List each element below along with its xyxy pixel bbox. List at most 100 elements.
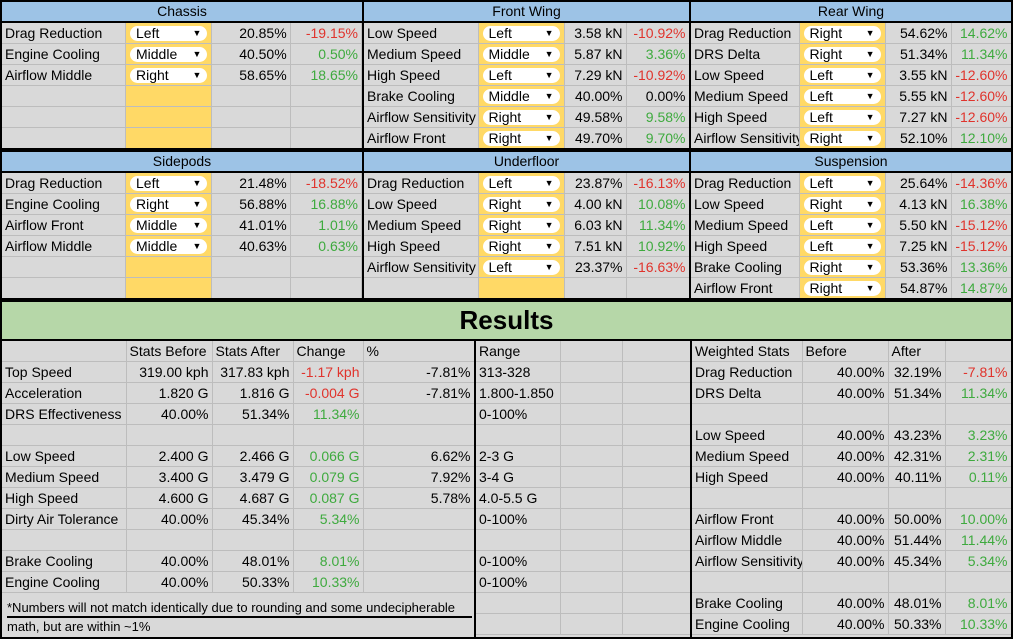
option-select[interactable]: Right ▼ <box>130 67 208 83</box>
result-pct <box>363 508 474 530</box>
option-select[interactable]: Left ▼ <box>482 175 560 191</box>
option-select[interactable]: Left ▼ <box>803 87 881 104</box>
option-select[interactable]: Right ▼ <box>803 46 881 62</box>
option-select[interactable]: Left ▼ <box>482 25 560 41</box>
weighted-after: 50.33% <box>888 613 946 635</box>
option-dropdown[interactable]: Middle ▼ <box>478 85 565 107</box>
option-select[interactable]: Left ▼ <box>803 238 881 254</box>
option-select[interactable]: Right ▼ <box>803 259 881 275</box>
option-select[interactable]: Middle ▼ <box>130 238 208 254</box>
range-spacer <box>622 382 690 404</box>
result-pct: -7.81% <box>363 382 474 404</box>
option-value: Left <box>488 66 512 83</box>
option-dropdown[interactable]: Right ▼ <box>799 43 886 65</box>
option-dropdown[interactable]: Middle ▼ <box>125 214 213 236</box>
option-select[interactable]: Middle ▼ <box>130 217 208 233</box>
option-select[interactable]: Left ▼ <box>130 25 208 41</box>
stat-change: -19.15% <box>290 23 362 44</box>
option-select[interactable]: Left ▼ <box>803 217 881 233</box>
option-dropdown[interactable]: Left ▼ <box>125 23 213 44</box>
weighted-row: Drag Reduction 40.00% 32.19% -7.81% <box>692 361 1011 383</box>
option-dropdown[interactable]: Left ▼ <box>799 106 886 128</box>
option-dropdown[interactable]: Right ▼ <box>799 193 886 215</box>
stat-change <box>290 256 362 278</box>
option-dropdown[interactable]: Right ▼ <box>125 64 213 86</box>
option-dropdown[interactable]: Right ▼ <box>125 193 213 215</box>
result-pct: 7.92% <box>363 466 474 488</box>
option-select[interactable]: Right ▼ <box>130 196 208 212</box>
stat-change: 14.62% <box>951 23 1011 44</box>
range-header: Range <box>476 341 561 362</box>
option-dropdown[interactable]: Left ▼ <box>125 173 213 194</box>
option-dropdown[interactable] <box>125 277 213 298</box>
option-dropdown[interactable]: Left ▼ <box>478 256 565 278</box>
option-dropdown[interactable] <box>478 277 565 298</box>
option-dropdown[interactable] <box>125 106 213 128</box>
option-dropdown[interactable]: Right ▼ <box>799 277 886 298</box>
stat-value: 54.87% <box>885 277 952 298</box>
option-select[interactable]: Middle ▼ <box>482 46 560 62</box>
part-row: Low Speed Right ▼ 4.13 kN 16.38% <box>691 193 1011 215</box>
option-value: Left <box>809 174 833 191</box>
option-dropdown[interactable]: Left ▼ <box>799 235 886 257</box>
stat-name: Drag Reduction <box>2 23 126 44</box>
option-dropdown[interactable]: Left ▼ <box>799 173 886 194</box>
option-dropdown[interactable]: Right ▼ <box>799 127 886 148</box>
option-dropdown[interactable]: Middle ▼ <box>478 43 565 65</box>
option-dropdown[interactable]: Right ▼ <box>799 256 886 278</box>
option-dropdown[interactable] <box>125 85 213 107</box>
option-select[interactable]: Left ▼ <box>482 259 560 275</box>
weighted-before: 40.00% <box>802 445 889 467</box>
option-select[interactable]: Right ▼ <box>482 217 560 233</box>
option-dropdown[interactable]: Right ▼ <box>478 106 565 128</box>
option-select[interactable]: Middle ▼ <box>130 46 208 62</box>
option-select[interactable]: Right ▼ <box>803 196 881 212</box>
stat-value: 6.03 kN <box>564 214 627 236</box>
option-value: Left <box>809 87 833 104</box>
option-dropdown[interactable] <box>125 127 213 148</box>
option-dropdown[interactable]: Left ▼ <box>799 64 886 86</box>
option-select[interactable]: Right ▼ <box>803 130 881 146</box>
option-dropdown[interactable]: Left ▼ <box>478 23 565 44</box>
option-select[interactable]: Left ▼ <box>482 66 560 83</box>
option-dropdown[interactable]: Right ▼ <box>799 23 886 44</box>
range-spacer <box>560 466 623 488</box>
stat-change: -16.13% <box>626 173 689 194</box>
result-change: 0.087 G <box>293 487 364 509</box>
option-dropdown[interactable]: Middle ▼ <box>125 235 213 257</box>
option-select[interactable]: Right ▼ <box>482 238 560 254</box>
option-select[interactable]: Right ▼ <box>482 109 560 125</box>
option-select[interactable]: Right ▼ <box>803 24 881 41</box>
option-select[interactable]: Left ▼ <box>803 67 881 83</box>
option-select[interactable]: Right ▼ <box>803 279 881 296</box>
option-dropdown[interactable] <box>125 256 213 278</box>
option-select[interactable]: Right ▼ <box>482 130 560 146</box>
result-after: 51.34% <box>212 403 294 425</box>
option-dropdown[interactable]: Right ▼ <box>478 214 565 236</box>
option-dropdown[interactable]: Left ▼ <box>799 214 886 236</box>
option-select[interactable]: Right ▼ <box>482 196 560 212</box>
option-dropdown[interactable]: Middle ▼ <box>125 43 213 65</box>
stat-value: 21.48% <box>211 173 291 194</box>
panel-sidepods: Sidepods Drag Reduction Left ▼ 21.48% -18.52… <box>0 150 364 300</box>
caret-down-icon: ▼ <box>544 177 554 188</box>
option-dropdown[interactable]: Right ▼ <box>478 127 565 148</box>
option-value: Right <box>809 279 843 296</box>
option-value: Right <box>809 24 843 41</box>
option-select[interactable]: Left ▼ <box>803 174 881 191</box>
result-after: 317.83 kph <box>212 361 294 383</box>
weighted-change <box>945 571 1011 593</box>
option-dropdown[interactable]: Left ▼ <box>799 85 886 107</box>
option-dropdown[interactable]: Right ▼ <box>478 235 565 257</box>
option-select[interactable]: Left ▼ <box>130 175 208 191</box>
results-table: Stats Before Stats After Change % Top Sp… <box>2 341 474 593</box>
option-select[interactable]: Left ▼ <box>803 109 881 125</box>
result-change: 0.079 G <box>293 466 364 488</box>
weighted-after: 43.23% <box>888 424 946 446</box>
range-spacer <box>476 592 561 614</box>
option-select[interactable]: Middle ▼ <box>482 87 560 104</box>
option-value: Middle <box>488 87 530 104</box>
option-dropdown[interactable]: Left ▼ <box>478 173 565 194</box>
option-dropdown[interactable]: Left ▼ <box>478 64 565 86</box>
option-dropdown[interactable]: Right ▼ <box>478 193 565 215</box>
